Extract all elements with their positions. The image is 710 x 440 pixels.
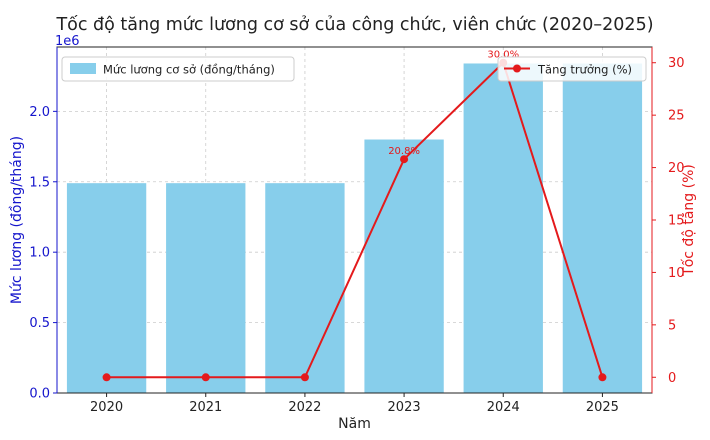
y-right-tick-label: 0 bbox=[668, 371, 676, 386]
y-right-tick-label: 30 bbox=[668, 56, 685, 71]
legend-bar-swatch bbox=[70, 63, 96, 74]
y-axis-label-left: Mức lương (đồng/tháng) bbox=[8, 136, 25, 304]
legend-bar-label: Mức lương cơ sở (đồng/tháng) bbox=[103, 63, 275, 77]
chart-title: Tốc độ tăng mức lương cơ sở của công chứ… bbox=[55, 14, 653, 35]
y-left-tick-label: 0.0 bbox=[29, 387, 50, 402]
x-tick-label: 2025 bbox=[586, 400, 619, 415]
line-point bbox=[300, 373, 309, 382]
legend-line-marker bbox=[513, 64, 521, 73]
y-axis-offset-text: 1e6 bbox=[55, 34, 80, 49]
legend-right: Tăng trưởng (%) bbox=[497, 56, 647, 82]
bar bbox=[364, 139, 444, 393]
bar-series bbox=[66, 63, 643, 393]
line-point bbox=[598, 373, 607, 382]
x-tick-label: 2022 bbox=[288, 400, 321, 415]
bar bbox=[562, 63, 643, 393]
bar bbox=[166, 183, 246, 393]
x-tick-label: 2024 bbox=[487, 400, 520, 415]
bar bbox=[66, 183, 147, 393]
x-axis-label: Năm bbox=[338, 416, 371, 432]
legend-box bbox=[61, 56, 295, 82]
bar bbox=[463, 63, 543, 393]
line-point bbox=[201, 373, 210, 382]
legend-line-label: Tăng trưởng (%) bbox=[537, 63, 632, 77]
data-label: 30.0% bbox=[487, 50, 519, 61]
legend-box bbox=[497, 56, 647, 82]
data-label: 20.8% bbox=[388, 146, 420, 157]
y-left-tick-label: 1.0 bbox=[29, 246, 50, 261]
y-left-tick-label: 1.5 bbox=[29, 175, 50, 190]
y-right-tick-label: 5 bbox=[668, 318, 676, 333]
y-right-tick-label: 20 bbox=[668, 161, 685, 176]
y-left-tick-label: 2.0 bbox=[29, 105, 50, 120]
line-point bbox=[102, 373, 111, 382]
x-tick-label: 2021 bbox=[189, 400, 222, 415]
y-left-tick-label: 0.5 bbox=[29, 316, 50, 331]
y-right-tick-label: 25 bbox=[668, 109, 685, 124]
x-tick-label: 2023 bbox=[388, 400, 421, 415]
y-right-tick-label: 10 bbox=[668, 266, 685, 281]
y-right-tick-label: 15 bbox=[668, 214, 685, 229]
legend-left: Mức lương cơ sở (đồng/tháng) bbox=[61, 56, 295, 82]
growth-line bbox=[106, 60, 604, 379]
x-tick-label: 2020 bbox=[90, 400, 123, 415]
tick-labels: 2020 2021 2022 2023 2024 20250.00.51.01.52.00… bbox=[29, 56, 684, 415]
line-point bbox=[400, 155, 409, 164]
bar bbox=[265, 183, 345, 393]
y-axis-label-right: Tốc độ tăng (%) bbox=[680, 164, 697, 277]
